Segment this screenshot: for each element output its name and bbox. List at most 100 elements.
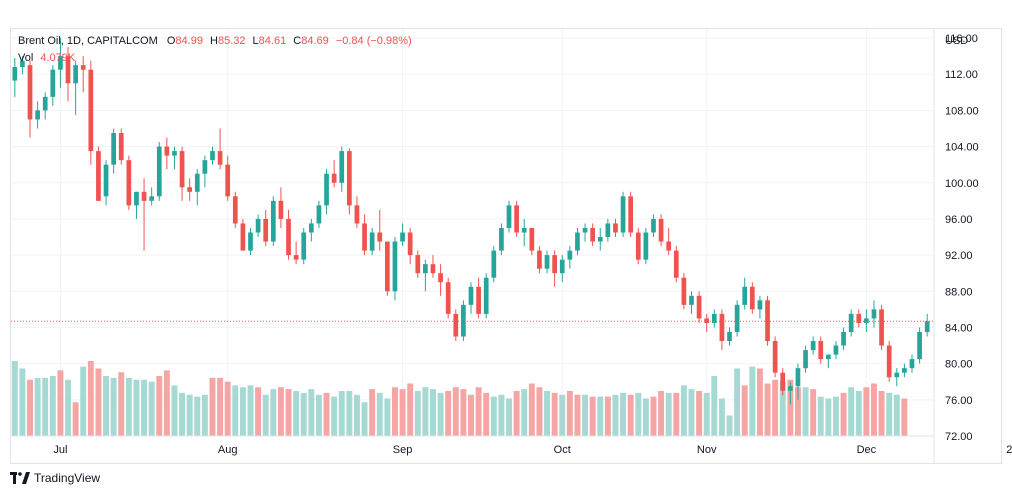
candle[interactable]	[582, 223, 588, 242]
candle[interactable]	[803, 345, 808, 373]
candle[interactable]	[445, 277, 451, 319]
candle[interactable]	[681, 273, 687, 310]
candle[interactable]	[864, 309, 869, 332]
candle[interactable]	[430, 255, 436, 278]
candle[interactable]	[202, 155, 208, 188]
candle[interactable]	[103, 160, 109, 206]
candle[interactable]	[286, 209, 291, 260]
candle[interactable]	[156, 142, 162, 201]
candle[interactable]	[795, 363, 801, 400]
candle[interactable]	[453, 309, 459, 342]
candle[interactable]	[499, 223, 504, 256]
candle[interactable]	[126, 155, 132, 210]
candle[interactable]	[225, 155, 231, 201]
candle[interactable]	[658, 214, 664, 247]
candle[interactable]	[392, 237, 398, 301]
candle[interactable]	[118, 128, 124, 165]
candle[interactable]	[362, 214, 367, 256]
candle[interactable]	[605, 218, 611, 242]
candle[interactable]	[742, 277, 748, 310]
candle[interactable]	[270, 196, 276, 247]
symbol-label[interactable]: Brent Oil, 1D, CAPITALCOM	[18, 35, 158, 47]
candle[interactable]	[339, 146, 345, 192]
candle[interactable]	[879, 304, 884, 351]
candle[interactable]	[643, 227, 649, 265]
candle[interactable]	[871, 300, 877, 328]
candle[interactable]	[331, 160, 337, 188]
candle[interactable]	[12, 57, 18, 97]
candle[interactable]	[73, 60, 78, 115]
candle[interactable]	[172, 146, 177, 170]
candle[interactable]	[20, 56, 25, 75]
candle[interactable]	[255, 214, 261, 238]
candle[interactable]	[597, 227, 603, 251]
candle[interactable]	[757, 295, 763, 319]
candle[interactable]	[42, 92, 48, 120]
candle[interactable]	[316, 200, 322, 228]
candle[interactable]	[346, 148, 352, 215]
candle[interactable]	[149, 187, 155, 206]
candle[interactable]	[400, 223, 405, 247]
candle[interactable]	[613, 218, 618, 238]
candle[interactable]	[415, 250, 421, 278]
candle[interactable]	[529, 227, 535, 256]
candle[interactable]	[483, 273, 489, 319]
candle[interactable]	[924, 313, 930, 337]
candle[interactable]	[719, 309, 725, 351]
candle[interactable]	[80, 56, 86, 93]
candle[interactable]	[673, 246, 679, 283]
candle[interactable]	[248, 227, 253, 256]
candle[interactable]	[552, 250, 557, 287]
candle[interactable]	[537, 246, 542, 274]
candle[interactable]	[825, 354, 831, 369]
candle[interactable]	[301, 227, 307, 265]
candle[interactable]	[689, 291, 694, 314]
candle[interactable]	[232, 191, 238, 228]
candle[interactable]	[810, 336, 816, 355]
candle[interactable]	[324, 169, 329, 215]
candle[interactable]	[567, 246, 573, 269]
candle[interactable]	[787, 381, 793, 405]
candle[interactable]	[35, 101, 40, 129]
candle[interactable]	[894, 368, 900, 387]
candle[interactable]	[635, 227, 641, 265]
candle[interactable]	[278, 187, 284, 228]
candle[interactable]	[461, 300, 466, 342]
candle[interactable]	[841, 327, 846, 351]
candle[interactable]	[423, 259, 428, 292]
candle[interactable]	[88, 60, 94, 165]
candle[interactable]	[765, 295, 770, 346]
candle[interactable]	[902, 363, 907, 378]
candle[interactable]	[514, 200, 519, 238]
candle[interactable]	[96, 146, 101, 201]
candle[interactable]	[50, 65, 56, 106]
candle[interactable]	[58, 38, 63, 88]
candle[interactable]	[772, 336, 778, 378]
tradingview-brand[interactable]: TradingView	[10, 471, 100, 485]
candle[interactable]	[544, 250, 550, 274]
candle[interactable]	[521, 218, 527, 247]
volume-label[interactable]: Vol	[18, 52, 34, 64]
candle[interactable]	[134, 191, 139, 219]
candle[interactable]	[727, 327, 732, 346]
candle[interactable]	[164, 137, 170, 170]
candle[interactable]	[385, 241, 390, 296]
candle[interactable]	[141, 178, 147, 251]
candle[interactable]	[909, 354, 915, 373]
candle[interactable]	[833, 341, 839, 360]
candle[interactable]	[179, 146, 185, 201]
candle[interactable]	[711, 309, 717, 328]
candle[interactable]	[856, 309, 862, 328]
candle[interactable]	[293, 241, 299, 265]
candle[interactable]	[407, 227, 413, 265]
candle[interactable]	[886, 341, 892, 382]
candle[interactable]	[217, 128, 223, 170]
candle[interactable]	[187, 178, 193, 201]
candle[interactable]	[917, 327, 922, 364]
candle[interactable]	[780, 368, 786, 396]
candle[interactable]	[651, 214, 656, 238]
candle[interactable]	[818, 336, 824, 364]
candle[interactable]	[111, 128, 117, 174]
candle[interactable]	[620, 191, 626, 238]
